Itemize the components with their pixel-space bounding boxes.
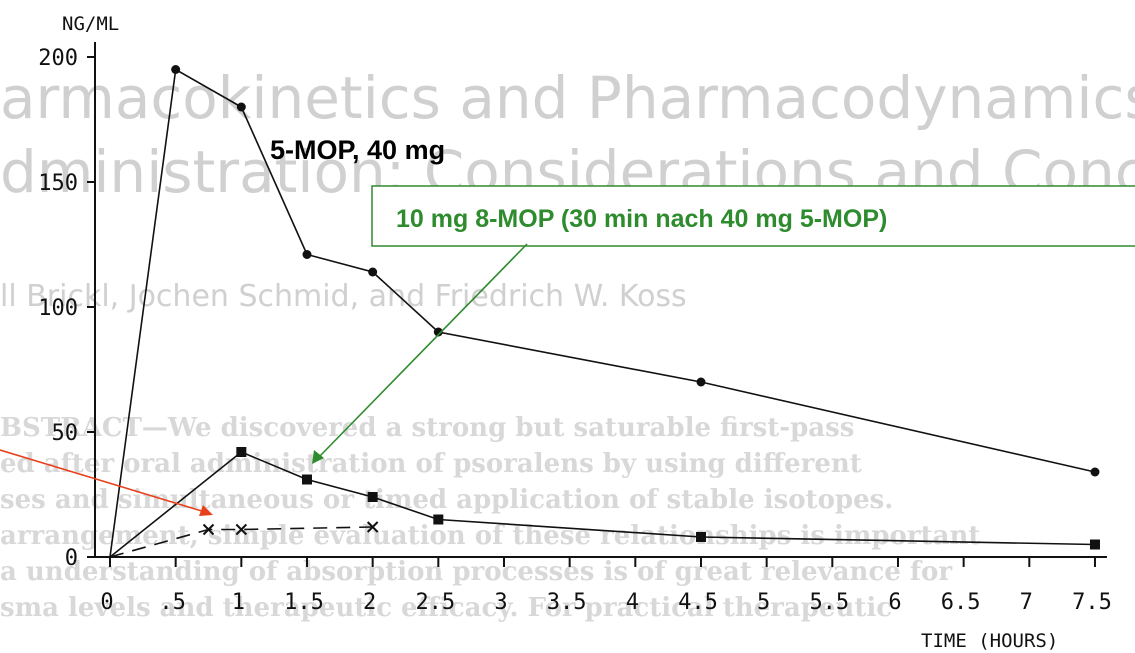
data-point	[368, 267, 378, 277]
data-point	[235, 523, 248, 536]
x-tick-label: 0	[100, 590, 113, 615]
data-point	[202, 523, 215, 536]
annotation-arrowhead-green	[312, 450, 324, 464]
x-tick-label: 3	[494, 590, 507, 615]
series-layer	[109, 65, 1100, 558]
x-tick-label: 2.5	[415, 590, 455, 615]
background-body-line: BSTRACT—We discovered a strong but satur…	[0, 413, 854, 443]
x-tick-label: 7	[1020, 590, 1033, 615]
y-tick-label: 50	[52, 421, 79, 446]
background-title-line-1: armacokinetics and Pharmacodynamics o	[0, 64, 1135, 132]
data-point	[433, 514, 444, 525]
y-axis-title: NG/ML	[62, 13, 119, 35]
data-point	[433, 327, 443, 337]
y-tick-label: 200	[38, 46, 78, 71]
data-point	[236, 102, 246, 112]
x-tick-label: 5.5	[809, 590, 849, 615]
background-body-line: ses and simultaneous or timed applicatio…	[0, 485, 893, 515]
data-point	[367, 492, 378, 502]
annotation-arrow-red	[0, 449, 206, 513]
data-point	[236, 447, 247, 457]
data-point	[696, 377, 706, 387]
background-page-text: armacokinetics and Pharmacodynamics o dm…	[0, 64, 1135, 623]
series-label-5-mop: 5-MOP, 40 mg	[270, 135, 445, 165]
x-tick-label: 1.5	[284, 590, 324, 615]
x-tick-label: 6.5	[941, 590, 981, 615]
x-tick-label: 2	[363, 590, 376, 615]
axes: 0 50 100 150 200 0 .5 1 1.5 2 2.5 3 3.5 4 4.5 5 5.5 6 6.5 7…	[38, 42, 1112, 615]
annotation-arrow-green	[317, 243, 528, 459]
x-tick-label: 4	[626, 590, 639, 615]
y-tick-label: 150	[38, 171, 78, 196]
annotation-arrowhead-red	[199, 505, 213, 516]
data-point	[1089, 539, 1100, 550]
annotation-box-8-mop	[371, 185, 1135, 247]
background-body-line: sma levels and therapeutic efficacy. For…	[0, 593, 892, 623]
x-tick-label: .5	[159, 590, 186, 615]
background-authors: ll Brickl, Jochen Schmid, and Friedrich …	[0, 279, 687, 314]
background-body-line: ed after oral administration of psoralen…	[0, 449, 862, 479]
background-body-line: arrangement, simple evaluation of these …	[0, 521, 980, 551]
data-point	[302, 250, 312, 259]
x-tick-label: 6	[888, 590, 901, 615]
x-tick-label: 7.5	[1072, 590, 1112, 615]
data-point	[301, 474, 312, 485]
data-point	[1090, 467, 1100, 477]
data-point	[171, 65, 181, 74]
x-tick-label: 1	[232, 590, 245, 615]
data-point	[366, 521, 379, 533]
x-tick-label: 3.5	[547, 590, 587, 615]
y-tick-label: 100	[38, 296, 78, 321]
data-point	[695, 532, 706, 542]
y-tick-label: 0	[65, 546, 78, 571]
x-tick-label: 4.5	[678, 590, 718, 615]
x-axis-title: TIME (HOURS)	[921, 630, 1058, 652]
series-line-1	[109, 68, 1096, 558]
x-tick-label: 5	[757, 590, 770, 615]
background-body-line: a understanding of absorption processes …	[0, 557, 952, 587]
annotation-label-8-mop: 10 mg 8-MOP (30 min nach 40 mg 5-MOP)	[396, 205, 887, 233]
series-line-3	[109, 526, 373, 558]
